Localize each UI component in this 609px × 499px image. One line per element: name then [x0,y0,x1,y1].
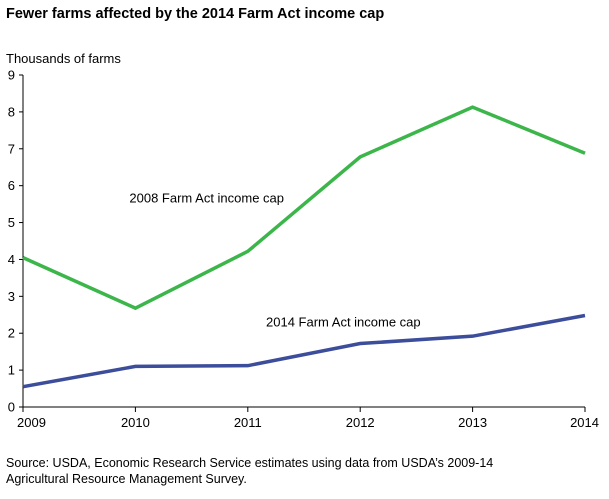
x-tick-label: 2011 [234,415,262,430]
x-tick-label: 2009 [17,415,46,430]
series-line-1 [22,105,586,311]
series-lines [22,105,586,389]
x-tick-label: 2014 [570,415,599,430]
x-axis-ticks: 2009 2010 2011 2012 2013 2014 [17,407,599,430]
source-note: Source: USDA, Economic Research Service … [6,455,601,487]
y-tick-label: 8 [8,104,15,119]
chart-title: Fewer farms affected by the 2014 Farm Ac… [6,6,385,22]
y-axis-ticks: 0 1 2 3 4 5 6 7 8 9 [8,68,23,415]
source-line-1: Source: USDA, Economic Research Service … [6,456,494,470]
y-tick-label: 0 [8,400,15,415]
y-tick-label: 3 [8,289,15,304]
y-tick-label: 1 [8,363,15,378]
y-tick-label: 4 [8,252,15,267]
y-tick-label: 2 [8,326,15,341]
source-line-2: Agricultural Resource Management Survey. [6,472,247,486]
x-tick-label: 2010 [121,415,150,430]
series-labels: 2008 Farm Act income cap 2014 Farm Act in… [129,190,420,329]
series-line-2 [22,313,586,389]
y-tick-label: 7 [8,141,15,156]
y-axis-label: Thousands of farms [6,51,121,66]
y-tick-label: 6 [8,178,15,193]
series-label-2: 2014 Farm Act income cap [266,315,421,330]
y-tick-label: 9 [8,68,15,83]
x-tick-label: 2012 [346,415,375,430]
y-tick-label: 5 [8,215,15,230]
series-label-1: 2008 Farm Act income cap [129,190,284,205]
x-tick-label: 2013 [458,415,487,430]
chart-axes [22,75,585,408]
